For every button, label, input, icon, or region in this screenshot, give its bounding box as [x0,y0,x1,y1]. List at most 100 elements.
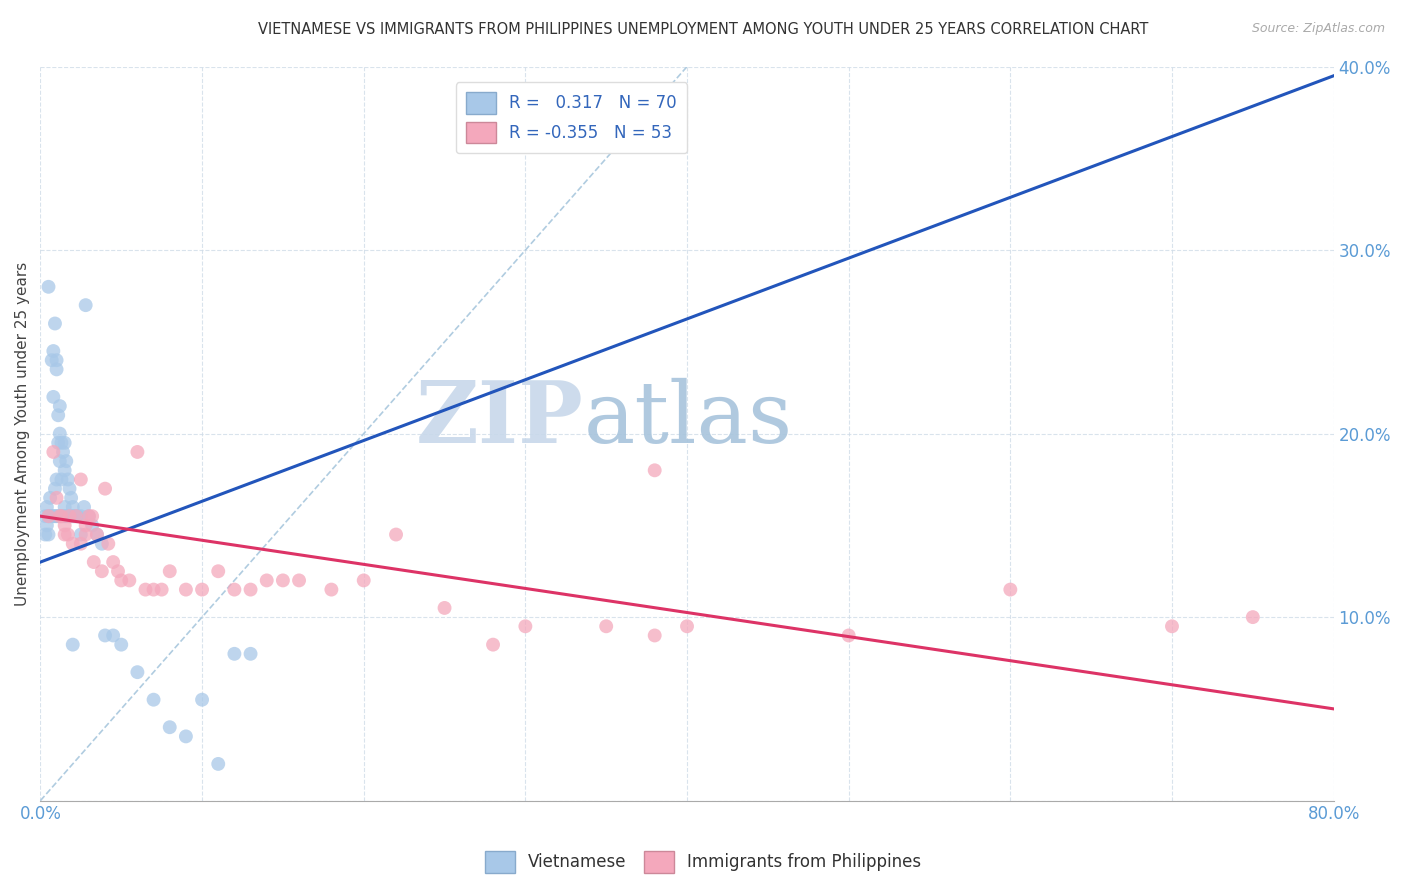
Point [44,482,66,496]
Point [595,619,617,633]
Point [60,509,83,524]
Point [35,518,58,533]
Point [94,482,117,496]
Point [49,399,72,413]
Point [44,509,66,524]
Point [838,628,860,642]
Point [66,509,89,524]
Point [110,638,132,652]
Point [39,491,62,505]
Point [482,638,505,652]
Point [53,518,76,533]
Point [69,473,91,487]
Point [58,509,80,524]
Point [86,527,108,541]
Point [42,390,65,404]
Point [159,720,181,734]
Point [90,537,112,551]
Text: Source: ZipAtlas.com: Source: ZipAtlas.com [1251,22,1385,36]
Point [53,435,76,450]
Point [94,628,117,642]
Point [83,555,105,569]
Point [37,509,59,524]
Legend: Vietnamese, Immigrants from Philippines: Vietnamese, Immigrants from Philippines [478,845,928,880]
Point [45,473,67,487]
Point [37,527,59,541]
Point [1161,619,1184,633]
Point [86,527,108,541]
Text: ZIP: ZIP [416,377,583,461]
Point [75,518,97,533]
Point [69,527,91,541]
Point [239,582,262,597]
Point [385,527,408,541]
Point [45,362,67,376]
Point [44,317,66,331]
Point [58,509,80,524]
Point [118,574,141,588]
Point [174,582,197,597]
Point [65,509,87,524]
Point [101,628,124,642]
Point [77,509,100,524]
Point [433,601,456,615]
Point [65,509,87,524]
Point [53,500,76,514]
Point [56,527,79,541]
Point [107,564,129,578]
Point [82,509,104,524]
Point [69,537,91,551]
Point [644,463,666,477]
Point [515,619,537,633]
Point [73,500,96,514]
Point [239,647,262,661]
Legend: R =   0.317   N = 70, R = -0.355   N = 53: R = 0.317 N = 70, R = -0.355 N = 53 [456,82,688,153]
Point [676,619,699,633]
Point [256,574,278,588]
Point [42,445,65,459]
Point [353,574,375,588]
Point [51,473,73,487]
Point [35,500,58,514]
Point [127,665,149,680]
Point [56,473,79,487]
Point [75,298,97,312]
Point [53,463,76,477]
Point [1000,582,1022,597]
Point [53,509,76,524]
Point [97,537,120,551]
Point [37,509,59,524]
Point [62,509,84,524]
Point [51,509,73,524]
Point [142,582,165,597]
Point [127,445,149,459]
Point [49,454,72,468]
Point [62,500,84,514]
Point [1241,610,1264,624]
Point [82,518,104,533]
Point [53,527,76,541]
Point [150,582,173,597]
Point [42,509,65,524]
Point [224,582,246,597]
Point [62,638,84,652]
Point [55,509,77,524]
Point [90,564,112,578]
Point [191,692,214,706]
Point [45,491,67,505]
Point [46,409,69,423]
Point [142,692,165,706]
Point [77,509,100,524]
Point [37,280,59,294]
Point [644,628,666,642]
Point [191,582,214,597]
Point [174,730,197,744]
Point [39,509,62,524]
Point [42,344,65,359]
Point [58,482,80,496]
Point [46,435,69,450]
Point [271,574,294,588]
Point [207,564,229,578]
Point [321,582,343,597]
Point [51,435,73,450]
